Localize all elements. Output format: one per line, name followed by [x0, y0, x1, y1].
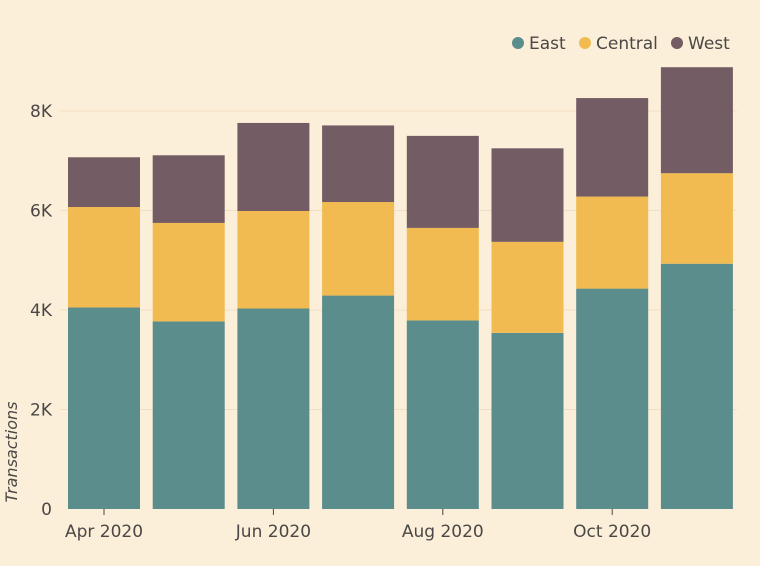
- bar-segment-central: [322, 202, 395, 296]
- bar-segment-west: [576, 98, 649, 197]
- y-tick-label: 2K: [30, 401, 53, 421]
- bar-segment-central: [237, 210, 310, 309]
- bar-segment-east: [660, 263, 733, 509]
- x-tick-label: Jun 2020: [235, 522, 311, 542]
- legend-label-west: West: [688, 34, 730, 54]
- bar-segment-west: [660, 67, 733, 174]
- bar-segment-west: [491, 148, 564, 242]
- bar-segment-west: [322, 125, 395, 203]
- legend-swatch-west: [671, 37, 683, 49]
- y-tick-label: 6K: [30, 202, 53, 222]
- y-axis-ticks: 0 2K 4K 6K 8K: [30, 102, 53, 520]
- x-tick-label: Aug 2020: [402, 522, 484, 542]
- y-tick-label: 8K: [30, 102, 53, 122]
- x-axis-ticks: Apr 2020 Jun 2020 Aug 2020 Oct 2020: [65, 509, 651, 542]
- y-tick-label: 0: [41, 500, 52, 520]
- bar-segment-east: [322, 295, 395, 509]
- bar-segment-west: [152, 155, 225, 223]
- legend-label-east: East: [529, 34, 566, 54]
- bar-segment-east: [152, 321, 225, 509]
- bar-segment-central: [68, 207, 140, 308]
- bar-segment-central: [576, 196, 649, 289]
- bar-segment-east: [576, 288, 649, 509]
- x-tick-label: Apr 2020: [65, 522, 143, 542]
- bar-segment-west: [68, 157, 140, 208]
- bar-segment-west: [237, 122, 310, 211]
- bar-segment-central: [491, 241, 564, 333]
- x-tick-label: Oct 2020: [573, 522, 651, 542]
- bar-segment-central: [660, 173, 733, 264]
- bar-segment-central: [152, 222, 225, 322]
- legend-swatch-east: [512, 37, 524, 49]
- legend-label-central: Central: [596, 34, 658, 54]
- legend: East Central West: [512, 34, 730, 54]
- bars: [68, 67, 733, 509]
- y-tick-label: 4K: [30, 301, 53, 321]
- bar-segment-east: [491, 332, 564, 509]
- bar-segment-central: [406, 227, 479, 321]
- bar-segment-east: [68, 307, 140, 509]
- bar-segment-west: [406, 135, 479, 228]
- bar-segment-east: [237, 308, 310, 509]
- y-axis-label: Transactions: [2, 402, 21, 503]
- legend-swatch-central: [579, 37, 591, 49]
- bar-segment-east: [406, 320, 479, 509]
